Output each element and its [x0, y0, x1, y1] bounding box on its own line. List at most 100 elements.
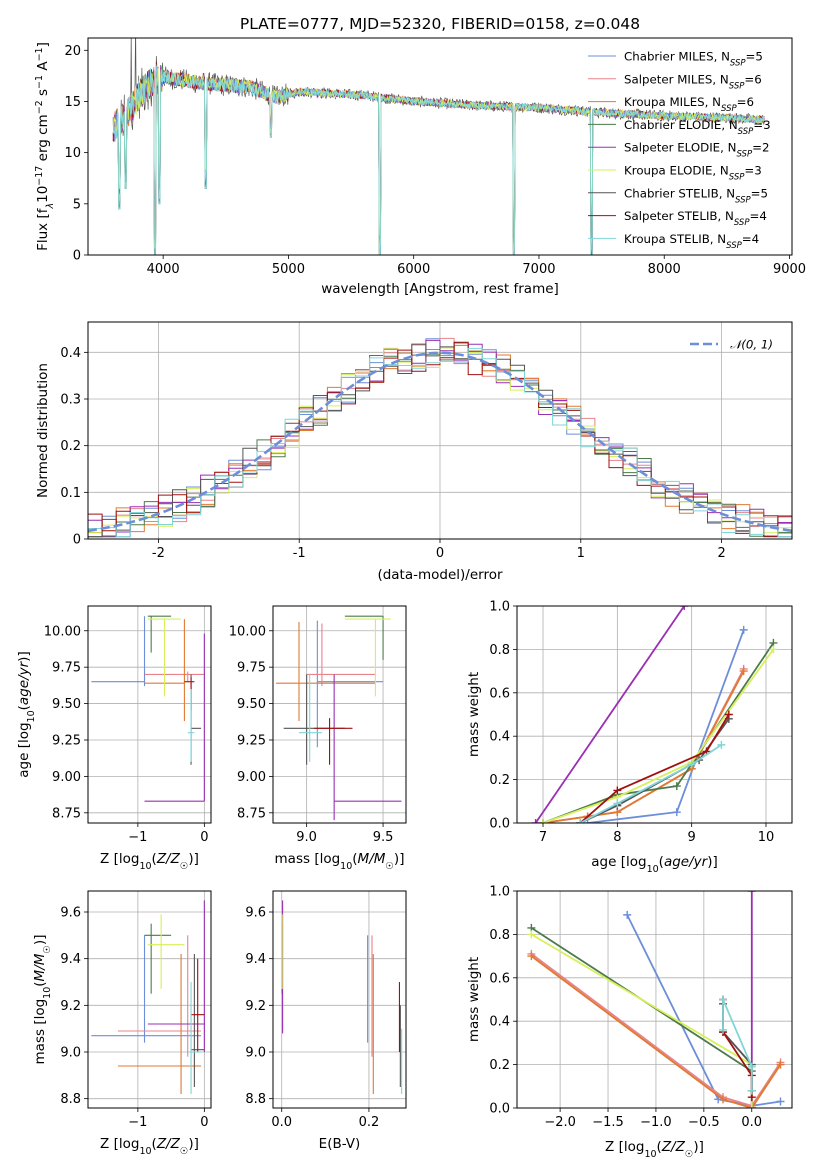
- series-line: [587, 629, 745, 823]
- y-label-text: )]: [32, 935, 48, 946]
- x-axis-label: Z [log10(Z/Z☉)]: [100, 851, 199, 872]
- x-label-text: (: [657, 1139, 662, 1155]
- x-label-text: (: [152, 1136, 157, 1152]
- age-vs-mass-panel: 9.0 9.5 8.75 9.00 9.25 9.50 9.75 10.00 mass [log…: [229, 605, 407, 872]
- x-tick-label: 8: [613, 830, 621, 845]
- y-tick-label: 9.25: [52, 733, 81, 748]
- series-marker: [613, 786, 622, 795]
- y-tick-label: 10.00: [229, 624, 266, 639]
- y-tick-label: 0.2: [489, 1058, 510, 1073]
- y-tick-label: 0: [73, 249, 81, 264]
- legend-sub: SSP: [730, 59, 746, 69]
- series-marker: [680, 606, 689, 610]
- series-line: [534, 606, 685, 823]
- y-tick-label: 9.6: [245, 906, 266, 921]
- y-label-sub: λ: [45, 203, 56, 210]
- x-tick-label: 9: [688, 830, 696, 845]
- histogram-step: [88, 343, 792, 538]
- y-tick-label: 0.8: [489, 643, 510, 658]
- x-label-sun-sub: ☉: [180, 861, 189, 872]
- x-axis-label: wavelength [Angstrom, rest frame]: [321, 281, 559, 297]
- x-label-sub: 10: [647, 864, 659, 875]
- x-tick-label: −2.0: [544, 1115, 576, 1130]
- y-tick-label: 1.0: [489, 885, 510, 900]
- x-axis-label: (data-model)/error: [377, 567, 503, 583]
- y-tick-label: 9.4: [60, 952, 81, 967]
- y-tick-label: 10: [64, 146, 81, 161]
- x-label-ital: Z/Z: [661, 1139, 686, 1155]
- plot-area: [88, 337, 792, 538]
- legend-count: =3: [744, 164, 761, 178]
- legend-label: Salpeter ELODIE, NSSP=2: [624, 141, 769, 160]
- mass-weight-vs-metallicity-panel: −2.0 −1.5 −1.0 −0.5 0.0 0.0 0.2 0.4 0.6 0.8 1.0 Z […: [466, 885, 793, 1160]
- series-marker: [527, 952, 536, 961]
- legend-name: Chabrier MILES, N: [624, 50, 730, 64]
- axes-frame: [516, 605, 793, 824]
- series-marker: [687, 760, 696, 769]
- y-tick-label: 0.0: [489, 817, 510, 832]
- series-marker: [769, 645, 778, 654]
- x-tick-label: −1.5: [592, 1115, 624, 1130]
- legend-count: =4: [742, 232, 759, 246]
- legend-sub: SSP: [729, 81, 745, 91]
- x-tick-label: 0.2: [359, 1115, 380, 1130]
- y-tick-label: 0.2: [60, 439, 81, 454]
- y-tick-label: 1.0: [489, 600, 510, 615]
- x-tick-label: 0.0: [271, 1115, 292, 1130]
- y-tick-label: 8.75: [52, 806, 81, 821]
- y-label-text: )]: [16, 651, 32, 662]
- x-label-text: (: [352, 851, 357, 867]
- x-tick-label: 5000: [272, 262, 305, 277]
- x-tick-label: 8000: [648, 262, 681, 277]
- legend-name: Kroupa STELIB, N: [624, 232, 726, 246]
- spectrum-line: [112, 64, 765, 255]
- axes-frame: [87, 37, 793, 256]
- series-marker: [719, 1095, 728, 1104]
- x-label-text: )]: [693, 1139, 704, 1155]
- legend-label: Chabrier STELIB, NSSP=5: [624, 186, 768, 205]
- legend-sub: SSP: [736, 150, 752, 160]
- y-label-text: (: [16, 705, 32, 710]
- x-label-ital: M/M: [358, 851, 386, 867]
- x-axis-label: E(B-V): [319, 1136, 361, 1152]
- plot-area: [531, 606, 778, 823]
- y-tick-label: 9.4: [245, 952, 266, 967]
- series-marker: [539, 819, 548, 823]
- series-line: [530, 955, 782, 1108]
- spectrum-line: [112, 62, 765, 255]
- y-label-sun-sub: ☉: [42, 945, 53, 954]
- series-line: [579, 714, 730, 823]
- plot-area: [527, 891, 785, 1108]
- x-tick-label: -2: [152, 546, 165, 561]
- y-label-sup: −2: [34, 100, 45, 114]
- x-label-text: )]: [188, 851, 199, 867]
- y-label-text: 10: [35, 186, 51, 203]
- axes-frame: [272, 605, 407, 824]
- y-tick-label: 9.25: [237, 733, 266, 748]
- y-label-text: (: [32, 981, 48, 986]
- legend-name: Kroupa ELODIE, N: [624, 164, 729, 178]
- series-marker: [747, 891, 756, 895]
- legend-sub: SSP: [726, 241, 742, 251]
- x-tick-label: -1: [293, 546, 306, 561]
- y-tick-label: 9.00: [52, 770, 81, 785]
- legend-label: Kroupa ELODIE, NSSP=3: [624, 164, 762, 183]
- mass-vs-extinction-panel: 0.0 0.2 8.8 9.0 9.2 9.4 9.6 E(B-V): [245, 890, 407, 1152]
- plot-area: [281, 900, 403, 1094]
- y-tick-label: 9.75: [237, 661, 266, 676]
- legend-name: Salpeter ELODIE, N: [624, 141, 736, 155]
- x-tick-label: 6000: [397, 262, 430, 277]
- x-label-sub: 10: [644, 1149, 656, 1160]
- x-tick-label: −0.5: [688, 1115, 720, 1130]
- y-label-text: age [log: [16, 722, 32, 777]
- y-tick-label: 0.0: [489, 1102, 510, 1117]
- series-marker: [672, 782, 681, 791]
- y-axis-label: mass weight: [466, 672, 482, 757]
- y-label-ital: M/M: [32, 953, 48, 981]
- x-tick-label: 0: [200, 830, 208, 845]
- y-tick-label: 9.75: [52, 661, 81, 676]
- spectrum-panel: PLATE=0777, MJD=52320, FIBERID=0158, z=0…: [34, 15, 807, 297]
- series-marker: [527, 930, 536, 939]
- y-tick-label: 15: [64, 95, 81, 110]
